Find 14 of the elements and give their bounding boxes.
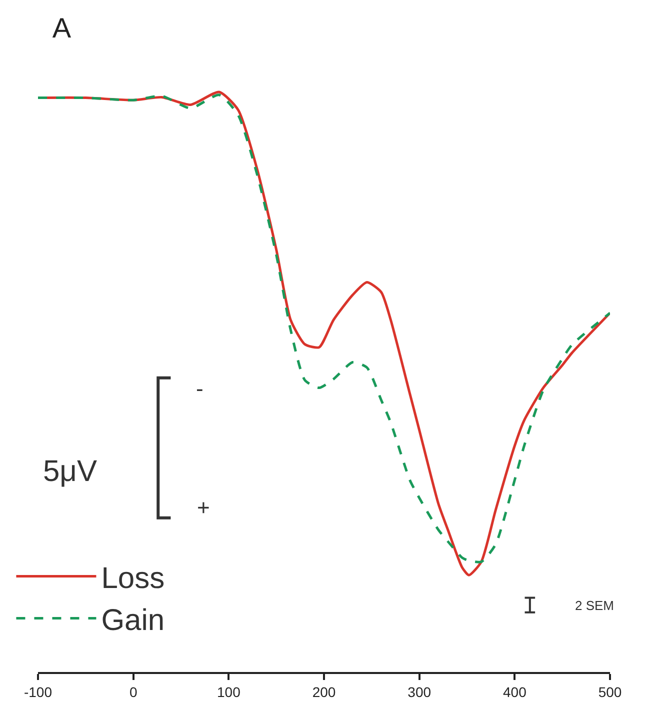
x-tick-label: 300 [408,684,432,700]
x-tick-label: 400 [502,684,527,700]
legend-label: Loss [101,562,165,595]
x-tick-label: -100 [24,684,52,700]
annotation: + [197,495,210,520]
annotation: - [196,376,204,401]
legend-label: Gain [101,604,165,637]
annotation: 5μV [43,455,97,488]
x-tick-label: 200 [312,684,336,700]
x-tick-label: 500 [598,684,622,700]
x-tick-label: 100 [216,684,241,700]
chart-title: A [52,12,72,44]
annotation: 2 SEM [575,598,614,613]
x-tick-label: 0 [129,684,138,700]
